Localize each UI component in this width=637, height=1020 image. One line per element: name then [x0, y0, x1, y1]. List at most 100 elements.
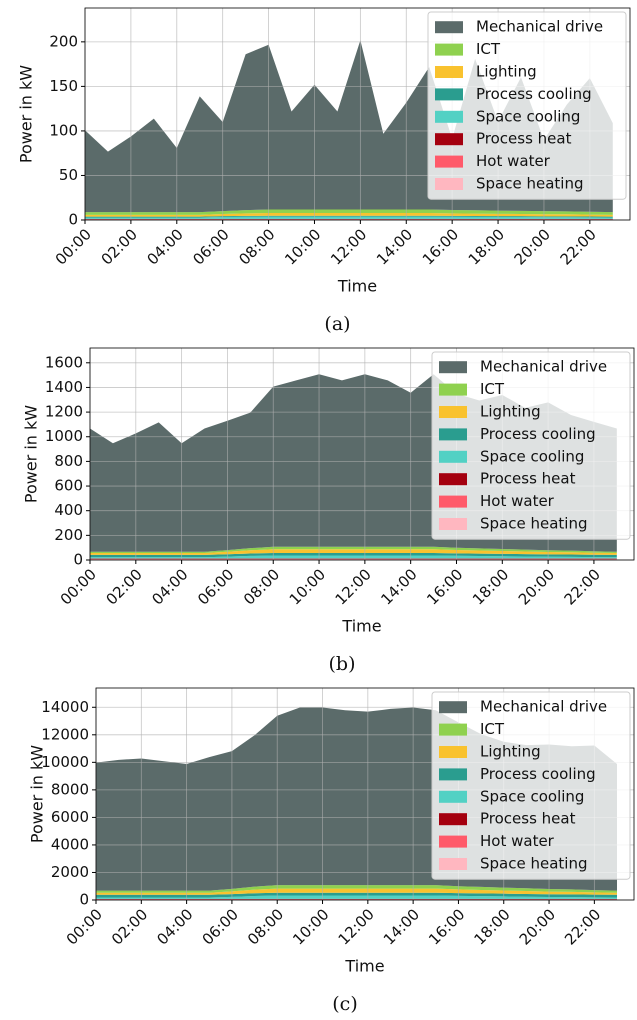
- y-axis-label: Power in kW: [28, 745, 47, 843]
- x-tick-label: 04:00: [144, 225, 187, 268]
- legend-label: Space cooling: [476, 107, 580, 125]
- area: [96, 895, 618, 899]
- y-tick-label: 200: [54, 526, 83, 544]
- caption: (b): [329, 653, 356, 675]
- caption: (c): [332, 993, 357, 1015]
- y-tick-label: 1400: [45, 378, 83, 396]
- legend-swatch: [435, 66, 463, 78]
- legend-swatch: [439, 450, 467, 463]
- x-tick-label: 04:00: [148, 565, 191, 608]
- y-tick-label: 1200: [45, 403, 83, 421]
- area: [90, 555, 617, 559]
- legend-label: Mechanical drive: [476, 18, 603, 36]
- y-tick-label: 1600: [45, 353, 83, 371]
- legend-swatch: [439, 813, 467, 826]
- x-tick-label: 20:00: [516, 905, 559, 948]
- y-tick-label: 800: [54, 452, 83, 470]
- legend-label: Mechanical drive: [480, 358, 607, 376]
- legend-swatch: [439, 835, 467, 848]
- x-tick-label: 10:00: [289, 905, 332, 948]
- y-tick-label: 0: [79, 891, 89, 909]
- y-tick-label: 4000: [51, 835, 89, 853]
- legend-swatch: [439, 361, 467, 374]
- legend-swatch: [439, 746, 467, 758]
- x-tick-label: 22:00: [561, 905, 604, 948]
- legend-label: Process heat: [476, 130, 572, 148]
- x-tick-label: 16:00: [425, 905, 468, 948]
- x-tick-label: 10:00: [286, 565, 329, 608]
- x-tick-label: 18:00: [465, 225, 508, 268]
- x-tick-label: 08:00: [244, 905, 287, 948]
- legend-label: Space heating: [476, 175, 583, 193]
- y-tick-label: 50: [59, 166, 78, 184]
- legend-swatch: [439, 768, 467, 781]
- y-tick-label: 10000: [41, 753, 89, 771]
- x-tick-label: 14:00: [380, 905, 423, 948]
- x-tick-label: 16:00: [419, 225, 462, 268]
- panel: 0 50 100 150 200 00:00 02:00 04:00 06:00 08:00 10:…: [17, 7, 631, 335]
- plot-frame: [95, 687, 635, 901]
- y-axis-label: Power in kW: [17, 65, 36, 163]
- legend: Mechanical drive ICT Lighting Process cooli…: [431, 351, 631, 540]
- x-tick-label: 08:00: [240, 565, 283, 608]
- y-tick-label: 8000: [51, 780, 89, 798]
- legend-label: ICT: [476, 40, 501, 58]
- plot-frame: [89, 347, 635, 561]
- y-tick-label: 1000: [45, 427, 83, 445]
- legend-swatch: [439, 858, 467, 870]
- legend-label: Hot water: [476, 152, 551, 170]
- legend-label: Lighting: [480, 743, 541, 761]
- x-tick-label: 06:00: [189, 225, 232, 268]
- x-tick-label: 22:00: [561, 565, 604, 608]
- y-tick-label: 200: [49, 32, 78, 50]
- x-tick-label: 02:00: [98, 225, 141, 268]
- legend-label: ICT: [480, 720, 505, 738]
- x-tick-label: 16:00: [423, 565, 466, 608]
- area: [96, 888, 618, 895]
- legend-label: Hot water: [480, 492, 555, 510]
- y-axis-label: Power in kW: [22, 405, 41, 503]
- y-tick-label: 150: [49, 77, 78, 95]
- legend-swatch: [435, 88, 463, 101]
- x-tick-label: 12:00: [335, 905, 378, 948]
- legend-swatch: [435, 110, 463, 123]
- legend-box: [431, 691, 631, 880]
- legend-label: Process cooling: [480, 425, 596, 443]
- legend-swatch: [439, 406, 467, 418]
- legend-swatch: [439, 723, 467, 736]
- x-tick-label: 02:00: [103, 565, 146, 608]
- x-tick-label: 08:00: [235, 225, 278, 268]
- x-tick-label: 20:00: [511, 225, 554, 268]
- legend-swatch: [435, 133, 463, 146]
- x-tick-label: 00:00: [63, 905, 106, 948]
- x-tick-label: 06:00: [199, 905, 242, 948]
- x-axis-label: Time: [337, 277, 377, 296]
- x-tick-label: 12:00: [327, 225, 370, 268]
- x-tick-label: 02:00: [108, 905, 151, 948]
- legend-swatch: [439, 518, 467, 530]
- legend-box: [427, 11, 627, 200]
- legend-box: [431, 351, 631, 540]
- legend: Mechanical drive ICT Lighting Process cooli…: [427, 11, 627, 200]
- y-tick-label: 6000: [51, 808, 89, 826]
- legend-label: Process cooling: [476, 85, 592, 103]
- x-axis-label: Time: [344, 957, 384, 976]
- x-tick-label: 18:00: [469, 565, 512, 608]
- area: [85, 216, 613, 219]
- x-tick-label: 14:00: [373, 225, 416, 268]
- legend-label: Space cooling: [480, 787, 584, 805]
- y-tick-label: 100: [49, 121, 78, 139]
- area: [90, 552, 617, 558]
- caption: (a): [324, 313, 350, 335]
- legend-label: Space heating: [480, 515, 587, 533]
- x-tick-label: 00:00: [52, 225, 95, 268]
- plot-frame: [84, 7, 631, 221]
- area: [90, 549, 617, 555]
- legend-label: Lighting: [476, 63, 537, 81]
- x-tick-label: 22:00: [557, 225, 600, 268]
- area: [85, 213, 613, 217]
- x-tick-label: 00:00: [57, 565, 100, 608]
- legend-label: Process heat: [480, 810, 576, 828]
